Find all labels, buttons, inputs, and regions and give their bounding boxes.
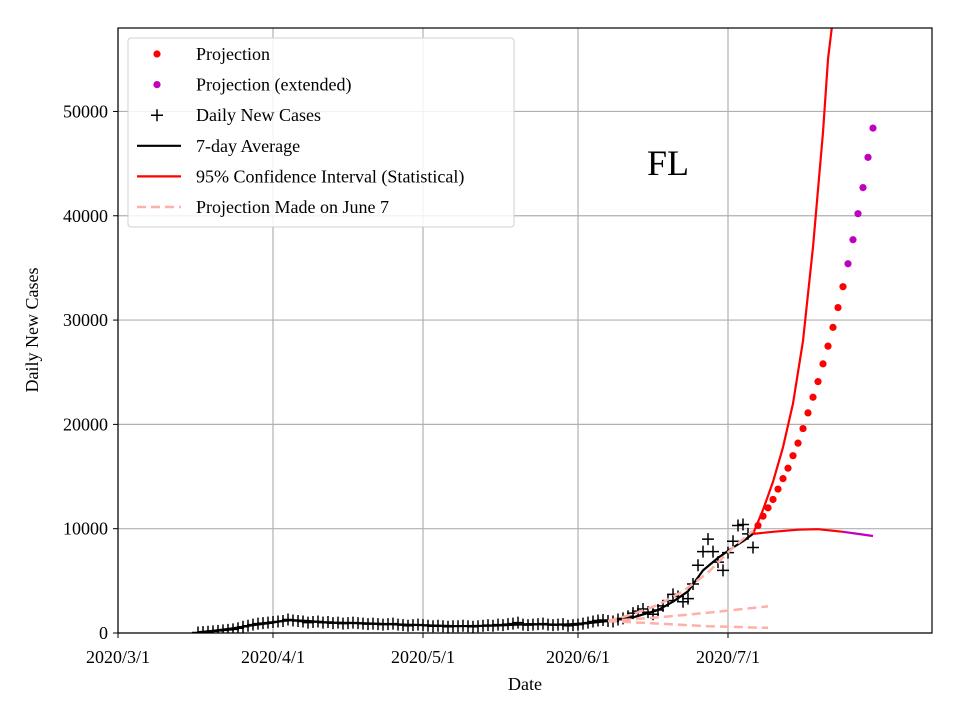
series-dash <box>607 619 769 630</box>
daily-case-point <box>717 564 729 577</box>
plot-area <box>192 28 877 633</box>
projection-point <box>834 303 842 312</box>
projection-june7-line <box>607 619 769 630</box>
confidence-interval-line <box>751 28 833 535</box>
daily-case-point <box>732 519 744 532</box>
projection-extended-point <box>844 260 852 268</box>
projection-extended-point <box>854 210 862 218</box>
series-dash <box>607 529 754 623</box>
x-tick-label: 2020/5/1 <box>391 647 455 667</box>
legend-label: Daily New Cases <box>196 105 321 125</box>
series-line <box>751 28 833 535</box>
series-line <box>842 530 874 538</box>
projection-point <box>779 475 787 483</box>
y-tick-label: 10000 <box>63 519 108 539</box>
projection-point <box>769 495 777 504</box>
chart-annotation: FL <box>647 143 689 183</box>
projection-point <box>829 323 837 331</box>
series-dot <box>844 124 877 268</box>
projection-point <box>789 452 797 460</box>
legend-label: 95% Confidence Interval (Statistical) <box>196 166 464 187</box>
y-tick-label: 20000 <box>63 414 108 434</box>
projection-point <box>809 393 817 401</box>
x-tick-label: 2020/3/1 <box>86 647 150 667</box>
projection-point <box>804 409 812 417</box>
legend-item: 7-day Average <box>137 136 300 156</box>
projection-point <box>814 378 822 386</box>
legend-plus-icon <box>151 109 163 122</box>
legend-item: Projection (extended) <box>153 75 351 96</box>
projection-point <box>799 424 807 433</box>
seven-day-average-line <box>197 533 754 633</box>
x-tick-label: 2020/4/1 <box>241 647 305 667</box>
y-axis: 0 10000 20000 30000 40000 50000 <box>63 101 118 643</box>
daily-case-point <box>682 592 694 605</box>
projection-point <box>784 464 792 472</box>
y-axis-label: Daily New Cases <box>22 268 42 393</box>
legend-item: Daily New Cases <box>151 105 321 125</box>
series-dash <box>607 605 769 623</box>
projection-point <box>839 283 847 291</box>
legend-item: Projection <box>153 44 270 64</box>
legend-label: Projection (extended) <box>196 75 351 96</box>
projection-extended-point <box>849 236 857 244</box>
x-tick-label: 2020/7/1 <box>696 647 760 667</box>
projection-point <box>764 504 772 512</box>
x-tick-label: 2020/6/1 <box>546 647 610 667</box>
daily-case-point <box>707 545 719 558</box>
projection-point <box>794 439 802 447</box>
daily-case-point <box>702 533 714 546</box>
confidence-interval-line <box>752 528 844 535</box>
daily-case-point <box>677 595 689 608</box>
legend: Projection Projection (extended) Daily New… <box>127 37 515 228</box>
series-line <box>197 533 754 633</box>
projection-june7-line <box>607 605 769 623</box>
x-axis: 2020/3/1 2020/4/1 2020/5/1 2020/6/1 2020/7/1 <box>86 633 760 667</box>
confidence-interval-line <box>842 530 874 538</box>
y-tick-label: 0 <box>99 623 108 643</box>
series-dot <box>754 283 847 530</box>
legend-dot-icon <box>153 81 161 89</box>
daily-case-point <box>747 541 759 554</box>
y-tick-label: 50000 <box>63 101 108 121</box>
projection-point <box>824 342 832 350</box>
projection-point <box>819 360 827 368</box>
legend-box <box>127 37 515 228</box>
y-tick-label: 30000 <box>63 310 108 330</box>
projection-point <box>774 485 782 493</box>
projection-extended-point <box>864 153 872 161</box>
y-tick-label: 40000 <box>63 206 108 226</box>
daily-case-point <box>512 616 524 629</box>
axes-frame <box>117 27 933 634</box>
projection-extended-point <box>859 183 867 192</box>
daily-case-point <box>727 535 739 548</box>
daily-case-point <box>692 559 704 572</box>
series-line <box>752 528 844 535</box>
legend-label: 7-day Average <box>196 136 300 156</box>
daily-case-point <box>737 518 749 531</box>
legend-dot-icon <box>153 50 161 58</box>
legend-item: 95% Confidence Interval (Statistical) <box>137 166 464 187</box>
projection-june7-line <box>607 529 754 623</box>
projection-extended-point <box>869 124 877 132</box>
legend-label: Projection <box>196 44 270 64</box>
daily-case-point <box>637 603 649 616</box>
daily-case-point <box>597 613 609 626</box>
legend-item: Projection Made on June 7 <box>137 197 389 217</box>
legend-label: Projection Made on June 7 <box>196 197 389 217</box>
x-axis-label: Date <box>508 674 542 694</box>
